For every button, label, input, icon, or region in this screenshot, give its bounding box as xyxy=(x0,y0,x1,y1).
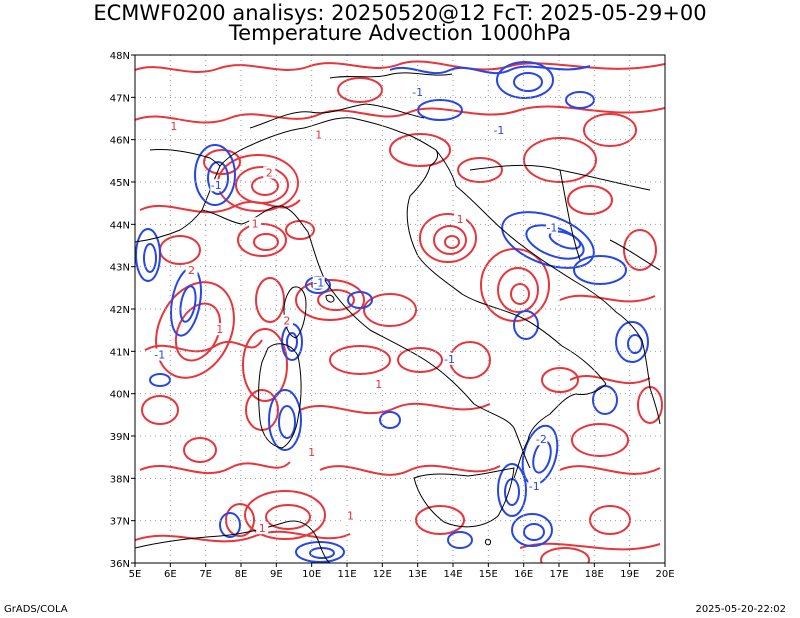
contour-label: 1 xyxy=(259,522,266,535)
lon-tick-label: 14E xyxy=(443,569,462,580)
contour-label-bg xyxy=(213,323,226,336)
contour-label-bg xyxy=(545,221,558,234)
footer-credit: GrADS/COLA xyxy=(4,604,68,615)
contour-label: -1 xyxy=(211,179,222,192)
positive-advection-contours xyxy=(135,60,665,563)
lat-tick-label: 47N xyxy=(110,93,130,104)
contour-label-bg xyxy=(312,128,325,141)
longitude-axis: 5E 6E 7E 8E 9E 10E 11E 12E 13E 14E 15E 16E 17E 18E 19E… xyxy=(129,563,675,580)
lon-tick-label: 6E xyxy=(164,569,177,580)
lat-tick-label: 42N xyxy=(110,305,130,316)
contour-label-bg xyxy=(528,479,541,492)
lon-tick-label: 5E xyxy=(129,569,142,580)
lat-tick-label: 46N xyxy=(110,136,130,147)
contour-label-bg xyxy=(210,179,223,192)
latitude-axis: 36N 37N 38N 39N 40N 41N 42N 43N 44N 45N 46N 47N 48N xyxy=(110,51,135,570)
contour-label: -1 xyxy=(154,349,165,362)
lon-tick-label: 13E xyxy=(408,569,427,580)
lat-tick-label: 48N xyxy=(110,51,130,62)
contour-label: 1 xyxy=(216,323,223,336)
lon-tick-label: 9E xyxy=(270,569,283,580)
contour-label-bg xyxy=(312,276,325,289)
contour-label-bg xyxy=(280,314,293,327)
contour-label: 1 xyxy=(315,128,322,141)
lat-tick-label: 41N xyxy=(110,347,130,358)
contour-label: 2 xyxy=(266,167,273,180)
negative-advection-contours xyxy=(135,61,649,563)
contour-label: -1 xyxy=(529,480,540,493)
lat-tick-label: 44N xyxy=(110,220,130,231)
contour-label: -2 xyxy=(536,433,547,446)
map-title-line1: ECMWF0200 analisys: 20250520@12 FcT: 202… xyxy=(93,1,707,25)
lon-tick-label: 11E xyxy=(337,569,356,580)
contour-label-bg xyxy=(492,124,505,137)
lat-tick-label: 37N xyxy=(110,517,130,528)
contour-label: 1 xyxy=(375,378,382,391)
contour-label-bg xyxy=(535,433,548,446)
lon-tick-label: 10E xyxy=(302,569,321,580)
map-title-line2: Temperature Advection 1000hPa xyxy=(228,21,572,45)
contour-label: 1 xyxy=(252,217,259,230)
contour-label: 1 xyxy=(308,446,315,459)
contour-label: -1 xyxy=(412,86,423,99)
lat-tick-label: 43N xyxy=(110,263,130,274)
lon-tick-label: 19E xyxy=(620,569,639,580)
lat-tick-label: 38N xyxy=(110,474,130,485)
contour-label-bg xyxy=(249,217,262,230)
contour-label-bg xyxy=(153,348,166,361)
lon-tick-label: 12E xyxy=(373,569,392,580)
contour-label: 1 xyxy=(347,509,354,522)
lon-tick-label: 18E xyxy=(585,569,604,580)
contour-label-bg xyxy=(263,166,276,179)
footer-timestamp: 2025-05-20-22:02 xyxy=(695,604,786,615)
lon-tick-label: 20E xyxy=(655,569,674,580)
lat-tick-label: 39N xyxy=(110,432,130,443)
contour-label: -1 xyxy=(313,277,324,290)
contour-label-bg xyxy=(185,263,198,276)
contour-label-bg xyxy=(344,509,357,522)
lat-lon-grid xyxy=(135,55,665,563)
lon-tick-label: 15E xyxy=(479,569,498,580)
contour-label: 2 xyxy=(283,315,290,328)
contour-label: 2 xyxy=(188,264,195,277)
contour-label: -1 xyxy=(546,222,557,235)
contour-label: 1 xyxy=(457,213,464,226)
contour-label-bg xyxy=(443,352,456,365)
lon-tick-label: 7E xyxy=(199,569,212,580)
lat-tick-label: 36N xyxy=(110,559,130,570)
lon-tick-label: 17E xyxy=(549,569,568,580)
contour-label: 1 xyxy=(170,120,177,133)
contour-value-labels: 1 -1 2 1 -1 1 -1 1 -1 2 -1 -1 1 2 -1 1 1 -2 1 1 -1 xyxy=(153,86,558,535)
contour-label-bg xyxy=(411,86,424,99)
contour-label-bg xyxy=(372,378,385,391)
contour-label-bg xyxy=(167,119,180,132)
lat-tick-label: 45N xyxy=(110,178,130,189)
lon-tick-label: 8E xyxy=(235,569,248,580)
lat-tick-label: 40N xyxy=(110,390,130,401)
coastlines-and-borders xyxy=(135,72,661,563)
contour-label-bg xyxy=(454,213,467,226)
contour-label-bg xyxy=(305,445,318,458)
contour-label-bg xyxy=(256,522,269,535)
lon-tick-label: 16E xyxy=(514,569,533,580)
contour-label: -1 xyxy=(493,124,504,137)
contour-label: -1 xyxy=(444,353,455,366)
